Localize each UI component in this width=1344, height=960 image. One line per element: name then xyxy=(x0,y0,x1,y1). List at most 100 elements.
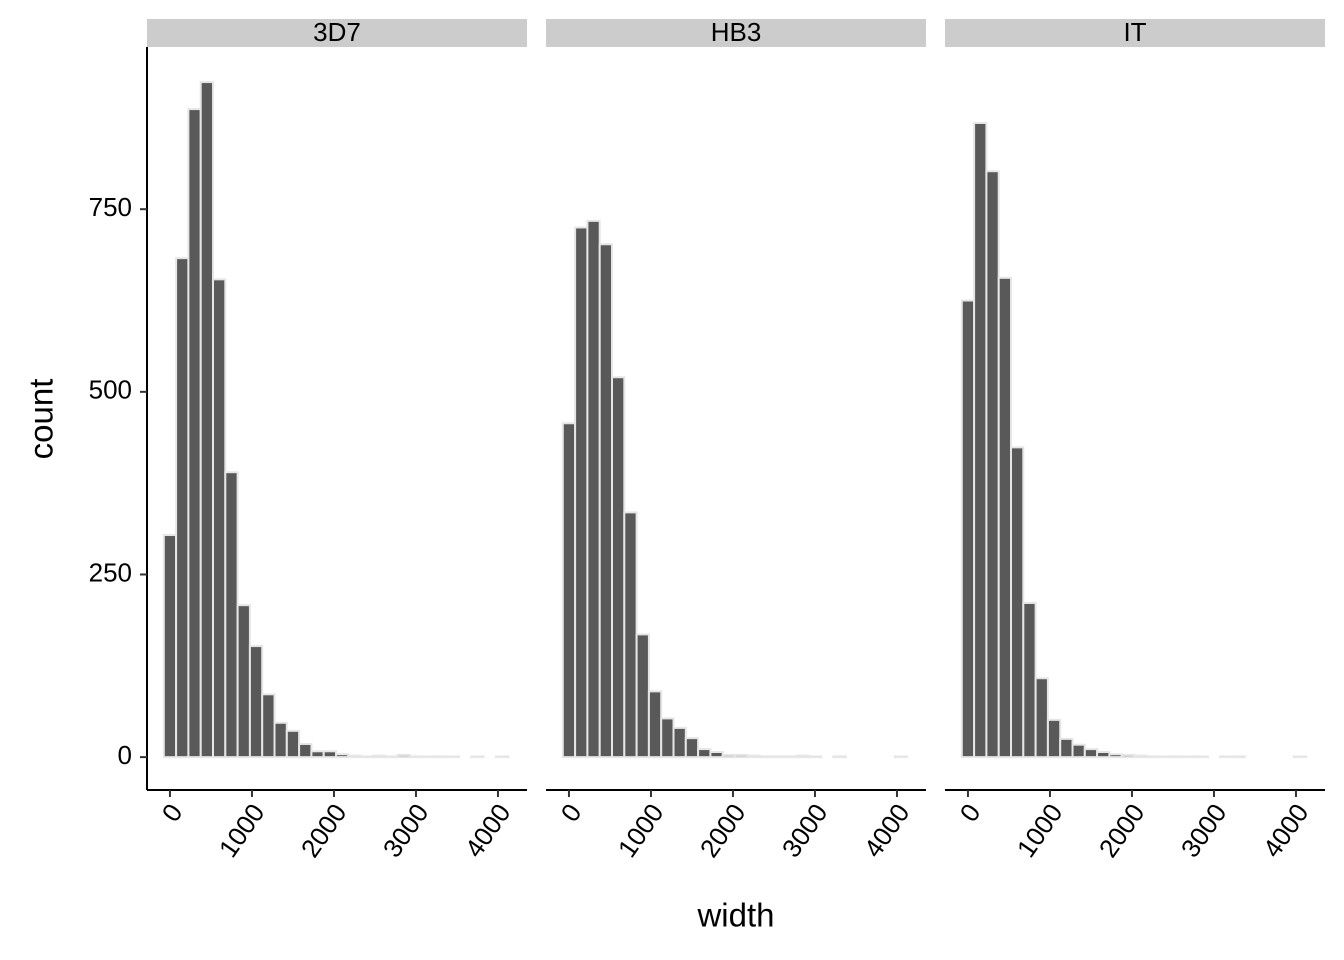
bar xyxy=(623,511,638,759)
bar xyxy=(795,754,810,759)
bar xyxy=(1096,751,1111,759)
facet-title: 3D7 xyxy=(313,17,361,47)
bar xyxy=(175,257,190,759)
bar xyxy=(960,299,976,759)
bar xyxy=(445,755,461,759)
x-tick-label: 3000 xyxy=(776,798,834,863)
bar xyxy=(1120,753,1136,759)
bar xyxy=(973,121,988,759)
bar xyxy=(335,753,350,759)
bar xyxy=(598,243,614,759)
bar xyxy=(322,750,338,759)
bar xyxy=(1034,677,1049,759)
x-axis-label: width xyxy=(696,897,774,934)
bar xyxy=(1219,755,1234,759)
strip xyxy=(147,19,527,47)
y-tick-label: 250 xyxy=(89,557,132,587)
bar xyxy=(273,721,288,759)
bar xyxy=(660,717,675,759)
x-tick-label: 1000 xyxy=(612,798,670,863)
bar xyxy=(1231,755,1246,759)
bar xyxy=(893,755,909,759)
facet-title: HB3 xyxy=(711,17,762,47)
x-tick-label: 4000 xyxy=(459,798,517,863)
bar xyxy=(408,755,424,759)
bar xyxy=(421,755,436,759)
x-tick-label: 1000 xyxy=(213,798,271,863)
x-tick-label: 4000 xyxy=(858,798,916,863)
x-tick-label: 2000 xyxy=(1093,798,1151,863)
bar xyxy=(187,108,202,759)
bar xyxy=(236,604,251,759)
bar xyxy=(734,753,749,759)
bar xyxy=(684,737,700,759)
y-tick-label: 0 xyxy=(118,740,132,770)
x-tick-label: 2000 xyxy=(295,798,353,863)
y-axis-label: count xyxy=(23,379,60,460)
bar xyxy=(396,753,411,759)
bar xyxy=(611,376,626,759)
bar xyxy=(371,754,387,759)
bar xyxy=(997,276,1013,759)
bar xyxy=(347,754,362,759)
bar xyxy=(832,755,847,759)
x-tick-label: 3000 xyxy=(1175,798,1233,863)
bar xyxy=(384,755,399,759)
bar xyxy=(1059,737,1074,759)
y-tick-label: 750 xyxy=(89,192,132,222)
bar xyxy=(1071,743,1086,759)
bar xyxy=(672,726,687,759)
bar xyxy=(1133,754,1148,759)
bar xyxy=(359,755,374,759)
bar xyxy=(721,753,737,759)
bar xyxy=(1292,755,1308,759)
bar xyxy=(433,755,448,759)
bar xyxy=(635,633,650,759)
bar xyxy=(310,750,325,759)
bar xyxy=(697,748,712,759)
bar xyxy=(1010,446,1025,759)
strip xyxy=(546,19,926,47)
bar xyxy=(574,226,589,759)
x-tick-label: 3000 xyxy=(377,798,435,863)
bar xyxy=(561,422,577,759)
bar xyxy=(1083,748,1099,759)
bar xyxy=(1145,755,1160,759)
bar xyxy=(224,471,239,759)
bar xyxy=(261,693,276,759)
bar xyxy=(1194,755,1209,759)
bar xyxy=(285,729,301,759)
bar xyxy=(1022,601,1037,759)
bar xyxy=(494,755,510,759)
bar xyxy=(1157,755,1172,759)
x-tick-label: 4000 xyxy=(1257,798,1315,863)
bar xyxy=(248,645,264,759)
facet-title: IT xyxy=(1123,17,1146,47)
bar xyxy=(199,81,215,759)
bar xyxy=(647,690,663,759)
x-tick-label: 0 xyxy=(954,798,987,827)
strip xyxy=(945,19,1325,47)
bar xyxy=(162,534,178,759)
y-tick-label: 500 xyxy=(89,375,132,405)
x-tick-label: 0 xyxy=(555,798,588,827)
bar xyxy=(758,755,773,759)
bar xyxy=(298,742,313,759)
x-tick-label: 1000 xyxy=(1011,798,1069,863)
bar xyxy=(1046,718,1062,759)
bar xyxy=(770,755,786,759)
bar xyxy=(709,751,724,759)
bar xyxy=(212,278,227,759)
bar xyxy=(1108,753,1123,759)
bar xyxy=(1182,755,1197,759)
bar xyxy=(985,170,1000,759)
x-tick-label: 2000 xyxy=(694,798,752,863)
bar xyxy=(470,755,485,759)
x-tick-label: 0 xyxy=(156,798,189,827)
bar xyxy=(807,755,823,759)
bar xyxy=(746,754,761,759)
bar xyxy=(783,755,798,759)
bar xyxy=(1169,755,1185,759)
